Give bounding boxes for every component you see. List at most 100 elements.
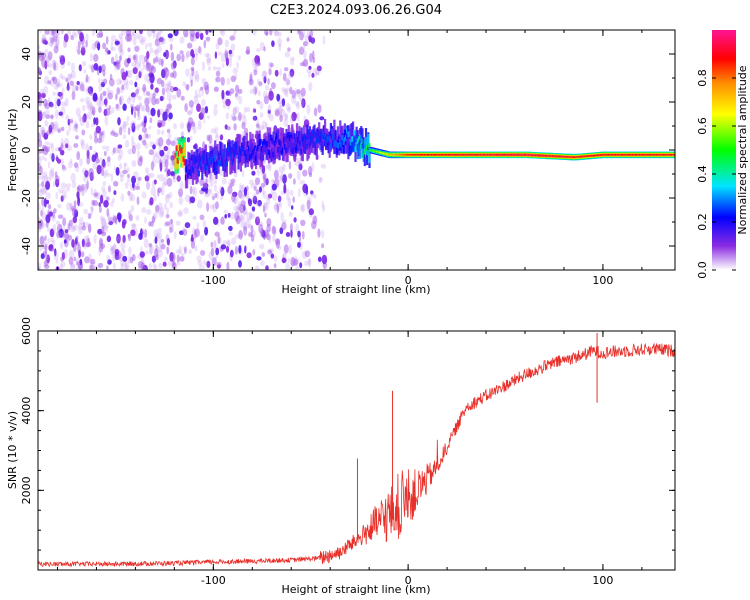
spectrogram-speckle xyxy=(108,185,111,193)
spectrogram-signal-cell xyxy=(355,132,358,146)
spectrogram-speckle xyxy=(248,179,255,185)
spectrogram-speckle xyxy=(131,122,136,133)
spectrogram-speckle xyxy=(161,87,165,95)
spectrogram-speckle xyxy=(284,113,289,121)
spectrogram-speckle xyxy=(173,231,177,240)
spectrogram-speckle xyxy=(293,178,296,185)
spectrogram-speckle xyxy=(138,71,142,79)
spectrogram-signal-cell xyxy=(269,134,272,148)
spectrogram-speckle xyxy=(62,194,68,199)
spectrogram-speckle xyxy=(252,115,256,122)
spectrogram-speckle xyxy=(157,188,160,197)
spectrogram-signal-cell xyxy=(225,160,228,167)
spectrogram-speckle xyxy=(219,168,224,177)
spectrogram-speckle xyxy=(280,108,286,117)
spectrogram-signal-cell xyxy=(618,154,621,156)
spectrogram-signal-cell xyxy=(319,130,322,137)
spectrogram-speckle xyxy=(273,255,278,262)
spectrogram-speckle xyxy=(285,232,291,237)
spectrogram-speckle xyxy=(50,167,55,177)
spectrogram-signal-cell xyxy=(266,146,269,161)
spectrogram-signal-cell xyxy=(306,124,309,139)
spectrogram-signal-cell xyxy=(332,134,335,148)
spectrogram-signal-cell xyxy=(281,147,285,154)
spectrogram-signal-cell xyxy=(299,142,302,156)
spectrogram-speckle xyxy=(75,235,79,240)
spectrogram-speckle xyxy=(274,109,280,117)
spectrogram-speckle xyxy=(261,185,265,196)
spectrogram-speckle xyxy=(159,206,165,216)
spectrogram-speckle xyxy=(68,123,72,132)
spectrogram-speckle xyxy=(75,85,79,91)
spectrogram-speckle xyxy=(196,103,201,112)
spectrogram-speckle xyxy=(284,90,289,98)
spectrogram-speckle xyxy=(49,102,55,108)
spectrogram-signal-cell xyxy=(437,154,440,156)
spectrogram-speckle xyxy=(160,243,166,250)
spectrogram-speckle xyxy=(158,232,163,239)
spectrogram-signal-cell xyxy=(401,154,404,156)
spectrogram-speckle xyxy=(286,37,290,42)
spectrogram-speckle xyxy=(120,193,125,202)
spectrogram-speckle xyxy=(60,182,67,190)
spectrogram-speckle xyxy=(144,167,150,174)
spectrogram-signal-cell xyxy=(397,154,400,156)
spectrogram-speckle xyxy=(228,49,233,55)
spectrogram-speckle xyxy=(225,245,230,253)
spectrogram-speckle xyxy=(211,257,217,266)
spectrogram-speckle xyxy=(176,254,180,263)
spectrogram-speckle xyxy=(117,42,123,51)
spectrogram-speckle xyxy=(229,182,235,187)
spectrogram-speckle xyxy=(285,188,290,197)
spectrogram-signal-cell xyxy=(494,154,497,156)
spectrogram-speckle xyxy=(212,196,215,201)
spectrogram-speckle xyxy=(73,200,77,208)
spectrogram-speckle xyxy=(147,42,153,48)
spectrogram-speckle xyxy=(208,134,213,144)
spectrogram-speckle xyxy=(60,195,64,202)
spectrogram-speckle xyxy=(210,241,214,248)
spectrogram-signal-cell xyxy=(567,156,570,158)
spectrogram-speckle xyxy=(164,161,168,172)
spectrogram-speckle xyxy=(74,123,79,129)
x-tick-label: 0 xyxy=(405,274,412,287)
spectrogram-speckle xyxy=(153,179,157,185)
spectrogram-speckle xyxy=(151,180,156,188)
spectrogram-speckle xyxy=(266,193,271,201)
spectrogram-signal-cell xyxy=(651,154,654,156)
spectrogram-speckle xyxy=(231,193,236,203)
spectrogram-speckle xyxy=(41,112,46,119)
spectrogram-speckle xyxy=(85,33,89,42)
spectrogram-signal-cell xyxy=(652,154,655,156)
spectrogram-speckle xyxy=(144,250,149,255)
spectrogram-speckle xyxy=(65,183,72,188)
spectrogram-signal-cell xyxy=(321,133,324,140)
spectrogram-speckle xyxy=(92,162,98,170)
spectrogram-signal-cell xyxy=(219,160,223,167)
spectrogram-speckle xyxy=(138,134,142,141)
spectrogram-signal-cell xyxy=(326,136,329,143)
spectrogram-speckle xyxy=(124,162,128,167)
spectrogram-speckle xyxy=(100,92,103,102)
spectrogram-speckle xyxy=(104,116,109,126)
spectrogram-speckle xyxy=(55,35,60,46)
spectrogram-signal-cell xyxy=(238,134,241,156)
spectrogram-speckle xyxy=(45,180,51,190)
spectrogram-signal-cell xyxy=(452,154,455,156)
spectrogram-speckle xyxy=(79,81,85,89)
spectrogram-speckle xyxy=(164,194,170,204)
spectrogram-speckle xyxy=(225,57,229,67)
spectrogram-speckle xyxy=(60,30,64,35)
spectrogram-speckle xyxy=(111,107,115,114)
spectrogram-speckle xyxy=(89,134,93,140)
spectrogram-signal-cell xyxy=(643,154,646,156)
spectrogram-speckle xyxy=(75,257,80,264)
spectrogram-speckle xyxy=(167,132,172,139)
spectrogram-signal-cell xyxy=(525,154,528,156)
spectrogram-speckle xyxy=(308,258,312,268)
spectrogram-signal-cell xyxy=(568,156,571,158)
spectrogram-speckle xyxy=(230,113,236,121)
figure-title: C2E3.2024.093.06.26.G04 xyxy=(270,3,442,18)
spectrogram-speckle xyxy=(224,50,229,59)
spectrogram-speckle xyxy=(304,34,308,42)
